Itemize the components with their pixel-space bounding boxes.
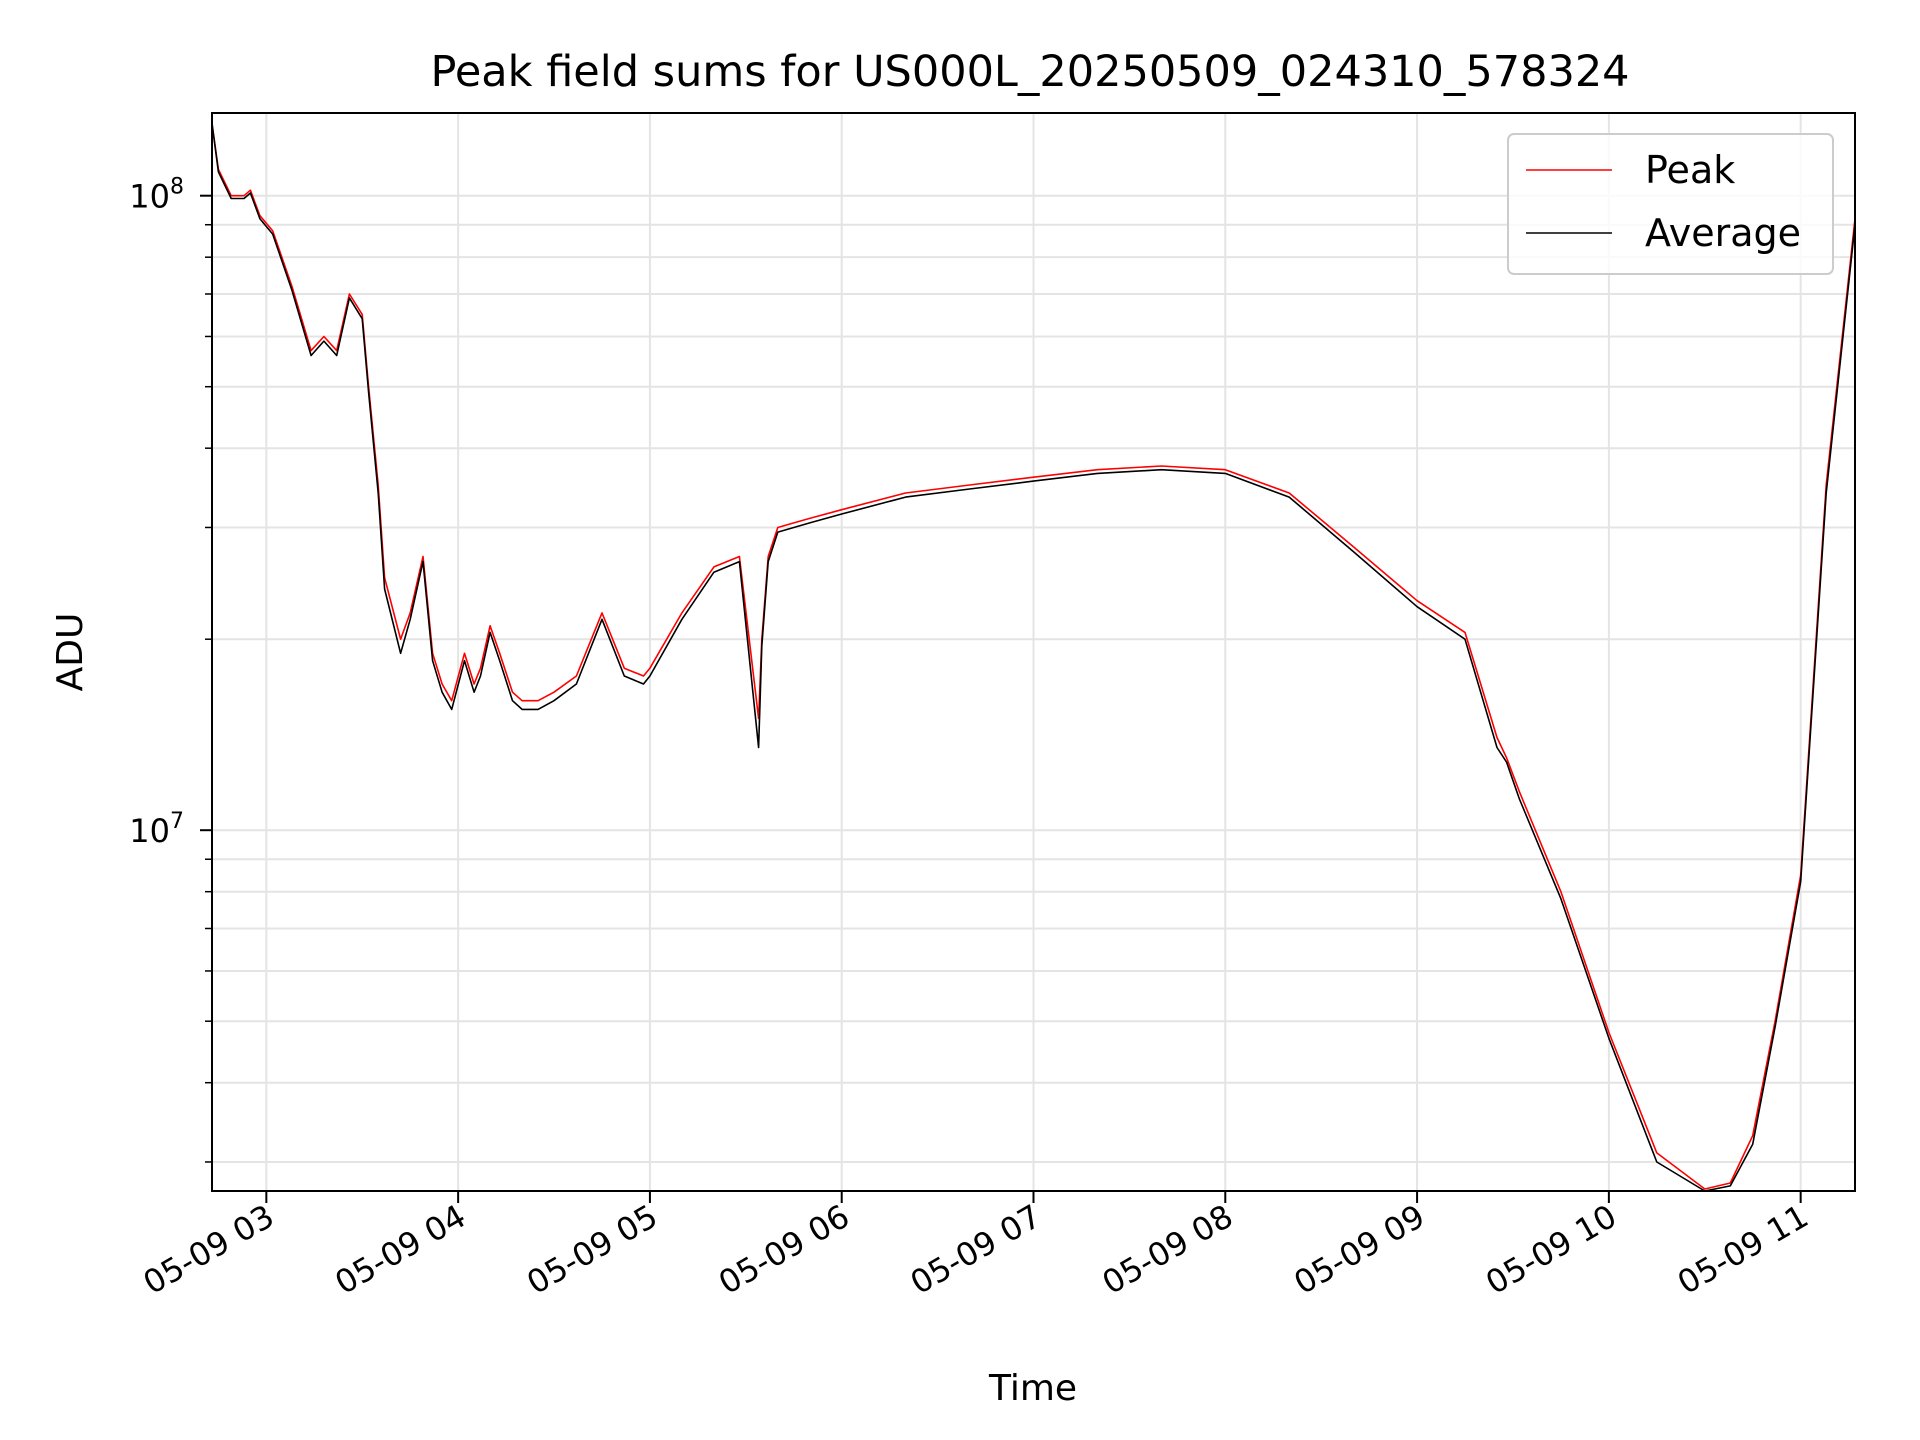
y-tick-base: 10: [129, 178, 170, 216]
series-line-peak: [211, 123, 1856, 1190]
legend-label-peak: Peak: [1645, 148, 1735, 192]
legend: Peak Average: [1507, 133, 1834, 275]
y-tick-base: 10: [129, 812, 170, 850]
y-axis-label: ADU: [50, 613, 91, 692]
y-tick-exponent: 8: [170, 175, 184, 200]
series-layer: [211, 123, 1856, 1192]
y-tick-label: 108: [129, 175, 184, 216]
x-axis-label: Time: [988, 1368, 1077, 1409]
legend-label-average: Average: [1645, 211, 1801, 255]
chart-title: Peak field sums for US000L_20250509_0243…: [430, 47, 1629, 97]
y-tick-exponent: 7: [170, 809, 184, 834]
legend-box: [1507, 133, 1834, 275]
y-tick-label: 107: [129, 809, 184, 850]
series-line-average: [211, 123, 1856, 1192]
